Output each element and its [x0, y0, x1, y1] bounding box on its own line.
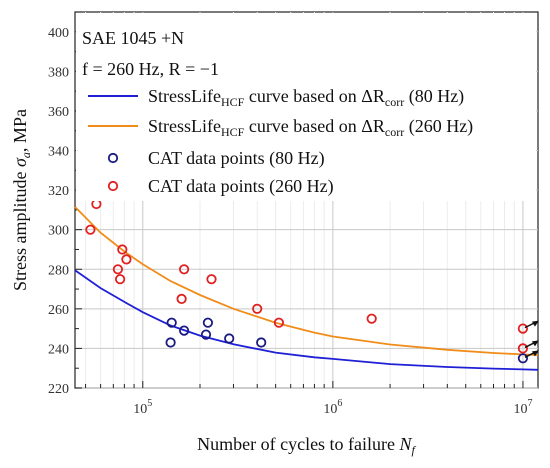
y-tick-label: 400 — [48, 26, 69, 41]
data-point-series-4 — [206, 274, 217, 285]
data-point-series-3 — [517, 353, 529, 364]
legend-background — [76, 13, 536, 201]
material-label: SAE 1045 +N — [82, 28, 184, 48]
data-point-series-4 — [179, 264, 190, 275]
data-point-series-3 — [256, 337, 267, 348]
legend-label-4: CAT data points (260 Hz) — [148, 176, 334, 197]
axes: 220 240 260 280 300 320 340 360 380 400 105 106 107 — [48, 26, 532, 417]
y-tick-label: 220 — [48, 382, 69, 397]
data-point-series-4 — [115, 274, 126, 285]
y-tick-label: 260 — [48, 303, 69, 318]
legend-entry-2: StressLifeHCF curve based on ΔRcorr (260… — [88, 116, 473, 139]
data-point-series-4 — [517, 343, 529, 354]
data-point-series-4 — [176, 293, 187, 304]
legend-label-3: CAT data points (80 Hz) — [148, 148, 325, 169]
data-point-series-3 — [202, 317, 213, 328]
data-point-series-4 — [517, 323, 529, 334]
y-tick-label: 340 — [48, 145, 69, 160]
y-tick-label: 360 — [48, 105, 69, 120]
legend-entry-4: CAT data points (260 Hz) — [107, 176, 334, 197]
curves — [74, 206, 539, 371]
data-point-series-4 — [85, 224, 96, 235]
runout-arrow-head — [531, 340, 539, 347]
legend-label-2: StressLifeHCF curve based on ΔRcorr (260… — [148, 116, 473, 139]
legend-label-1: StressLifeHCF curve based on ΔRcorr (80 … — [148, 86, 464, 109]
x-tick-label: 105 — [133, 398, 152, 417]
y-tick-label: 240 — [48, 342, 69, 357]
data-point-series-4 — [273, 317, 284, 328]
y-tick-label: 300 — [48, 224, 69, 239]
x-tick-label: 107 — [513, 398, 532, 417]
runout-arrow-head — [531, 320, 539, 327]
data-point-series-3 — [200, 329, 212, 340]
x-tick-label: 106 — [323, 398, 342, 417]
data-point-series-4 — [112, 264, 124, 275]
y-tick-label: 280 — [48, 263, 69, 278]
data-point-series-4 — [252, 303, 263, 314]
legend-marker-4 — [107, 180, 119, 192]
data-point-series-4 — [121, 254, 132, 265]
conditions-label: f = 260 Hz, R = −1 — [82, 59, 219, 79]
legend-entry-3: CAT data points (80 Hz) — [107, 148, 325, 169]
legend-entry-1: StressLifeHCF curve based on ΔRcorr (80 … — [88, 86, 464, 109]
runout-arrow-head — [531, 350, 539, 357]
y-axis-title: Stress amplitude σa, MPa — [10, 109, 33, 291]
data-point-series-4 — [366, 313, 377, 324]
y-tick-label: 380 — [48, 65, 69, 80]
y-tick-label: 320 — [48, 184, 69, 199]
x-axis-title: Number of cycles to failure Nf — [197, 434, 416, 457]
data-point-series-4 — [117, 244, 128, 255]
data-point-series-3 — [165, 337, 176, 348]
curve-series-2 — [74, 206, 539, 356]
data-point-series-3 — [224, 333, 235, 344]
data-point-series-3 — [179, 325, 190, 336]
curve-series-1 — [74, 269, 539, 371]
legend-marker-3 — [107, 152, 119, 164]
data-point-series-3 — [166, 317, 177, 328]
